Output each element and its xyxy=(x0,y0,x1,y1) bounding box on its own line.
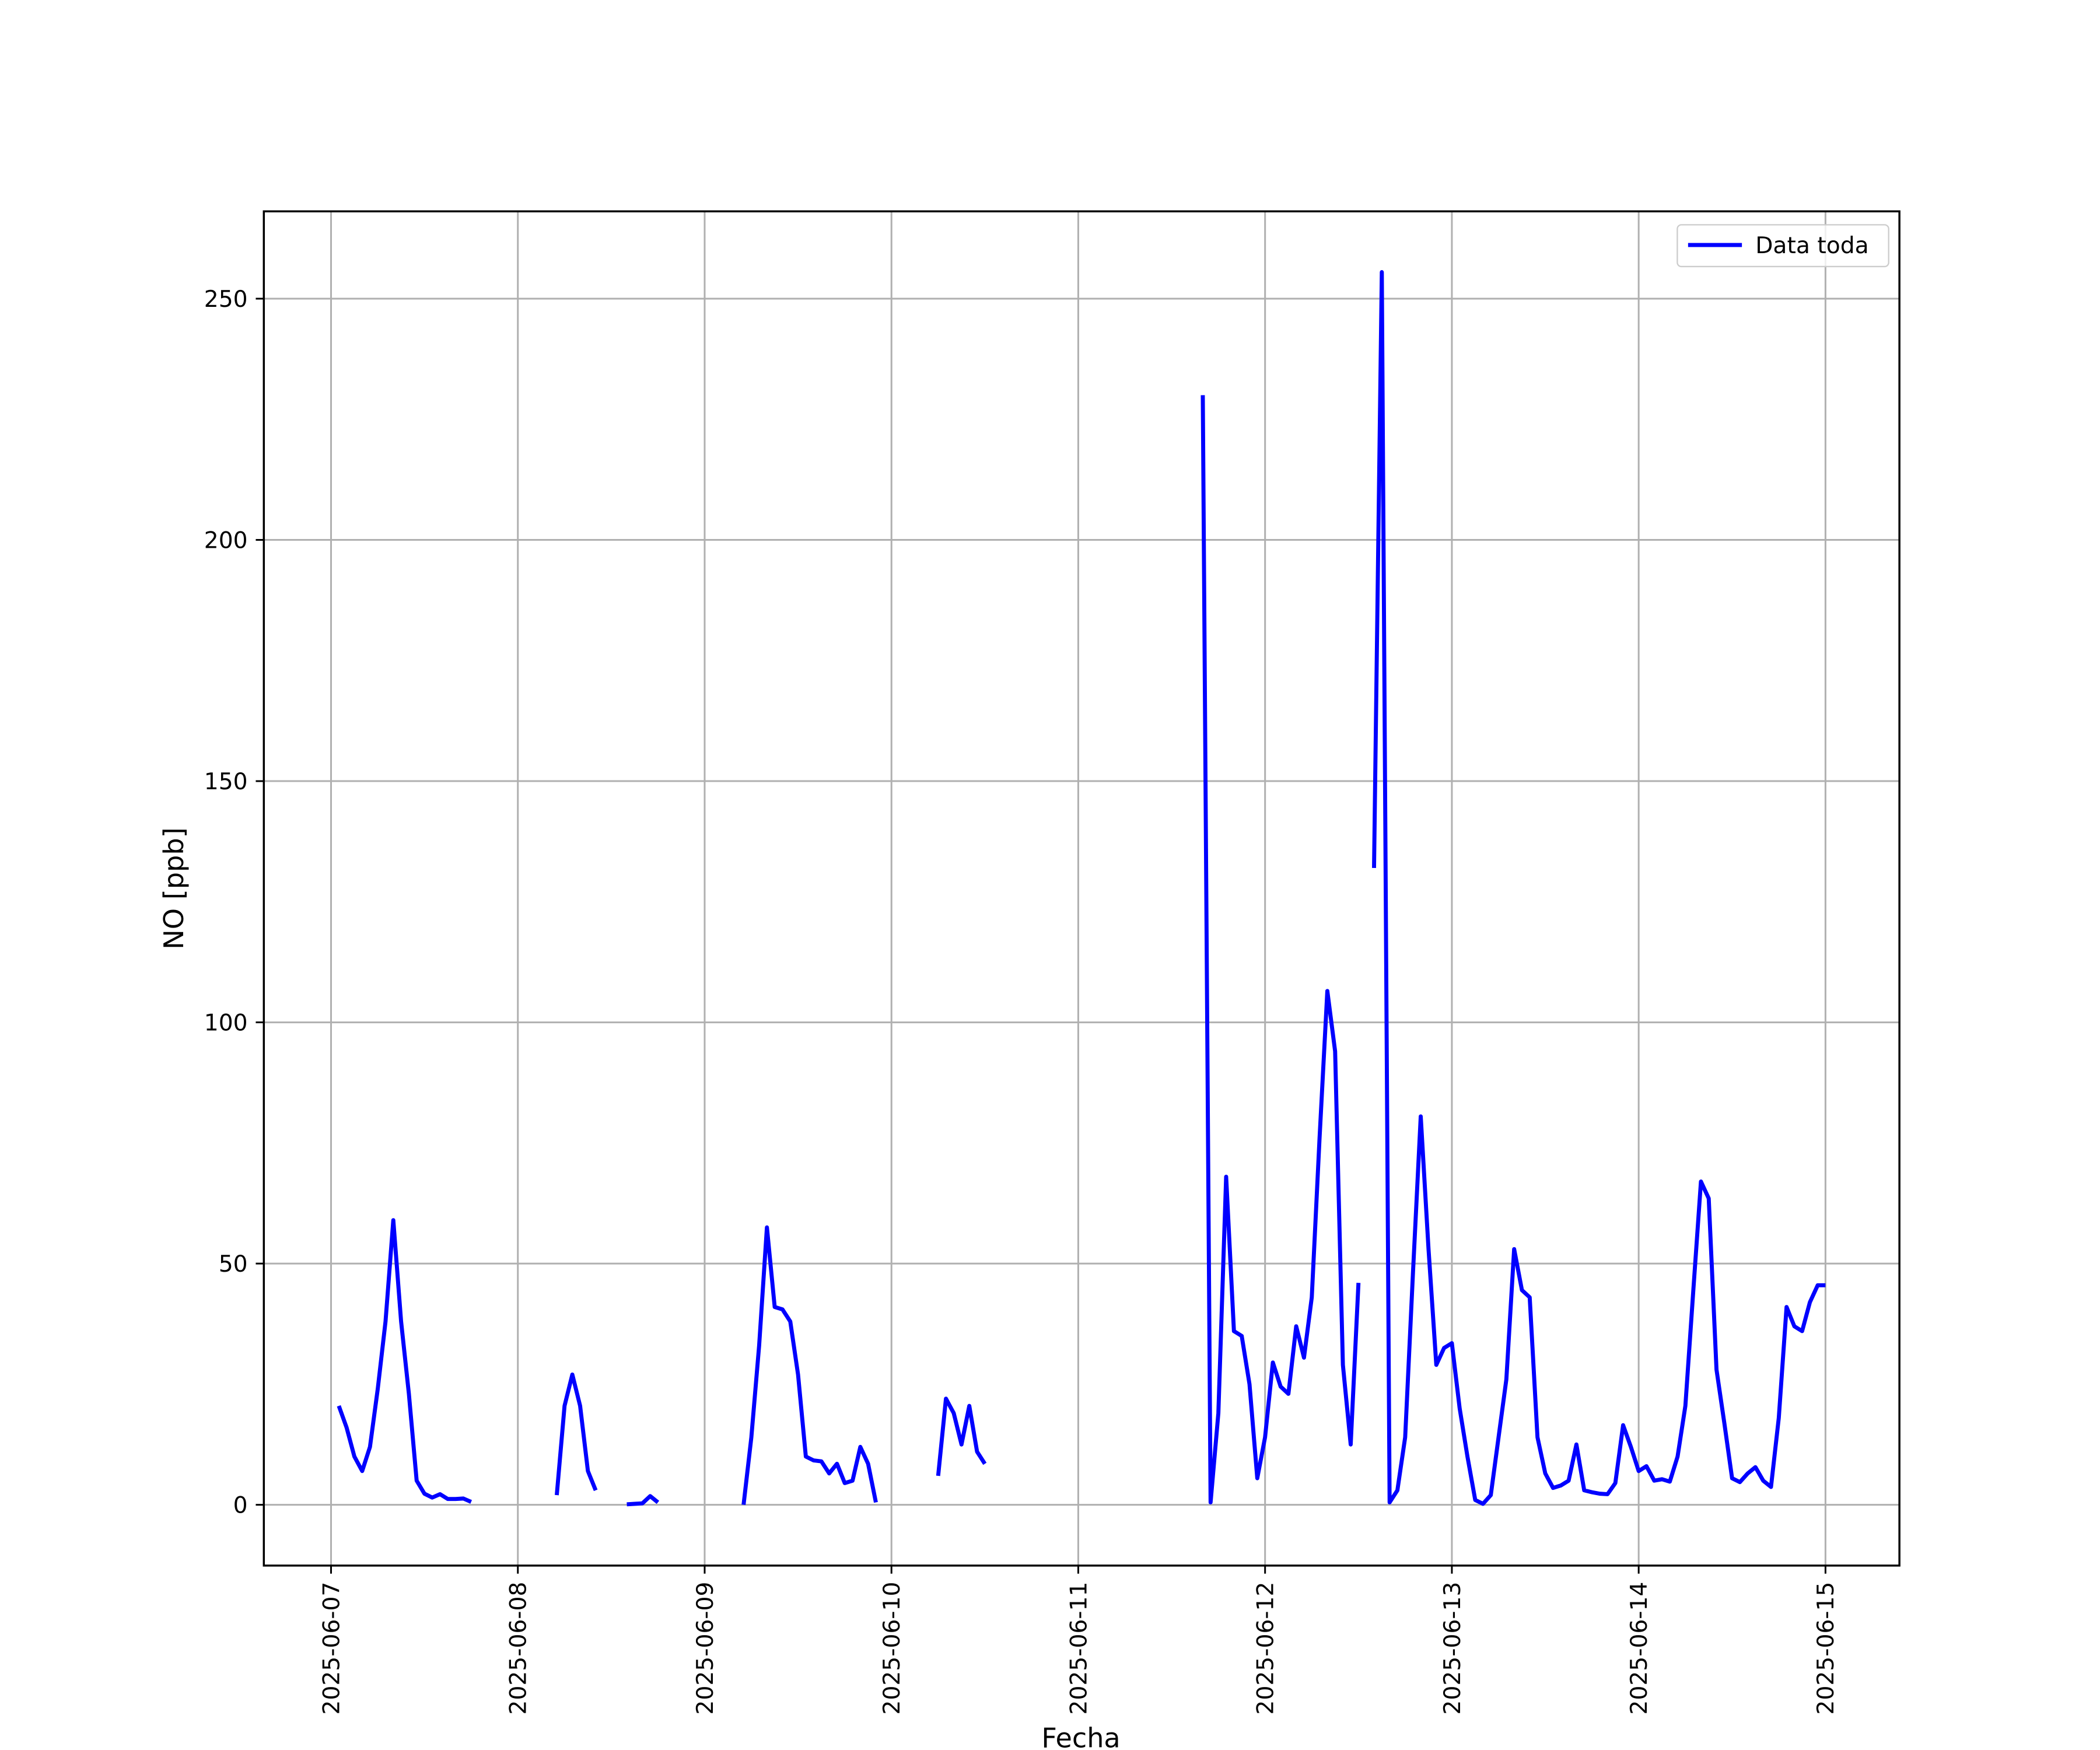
legend-label: Data toda xyxy=(1755,233,1868,259)
x-tick-label: 2025-06-10 xyxy=(879,1582,905,1715)
y-tick-label: 150 xyxy=(204,769,248,795)
x-tick-label: 2025-06-15 xyxy=(1813,1582,1839,1715)
x-tick-label: 2025-06-07 xyxy=(318,1582,345,1715)
y-axis-label: NO [ppb] xyxy=(158,827,190,949)
legend: Data toda xyxy=(1676,224,1889,268)
x-tick-label: 2025-06-12 xyxy=(1253,1582,1279,1715)
y-tick-label: 100 xyxy=(204,1010,248,1036)
plot xyxy=(337,270,1826,1507)
plot-frame xyxy=(262,210,1901,1567)
x-tick-label: 2025-06-09 xyxy=(692,1582,719,1715)
y-tick-label: 250 xyxy=(204,286,248,313)
y-tick-label: 50 xyxy=(219,1251,248,1278)
x-tick-label: 2025-06-13 xyxy=(1440,1582,1466,1715)
x-tick-label: 2025-06-08 xyxy=(506,1582,532,1715)
y-tick-label: 0 xyxy=(233,1492,248,1518)
axes: 0 50 100 150 200 250 2025-06-07 2025-06-08 2025-… xyxy=(204,210,1901,1715)
y-tick-label: 200 xyxy=(204,527,248,554)
grid xyxy=(264,211,1900,1566)
legend-frame xyxy=(1676,224,1889,268)
x-tick-label: 2025-06-14 xyxy=(1626,1582,1653,1715)
x-axis-label: Fecha xyxy=(1041,1722,1120,1750)
data-line xyxy=(337,270,1826,1507)
x-tick-label: 2025-06-11 xyxy=(1066,1582,1092,1715)
